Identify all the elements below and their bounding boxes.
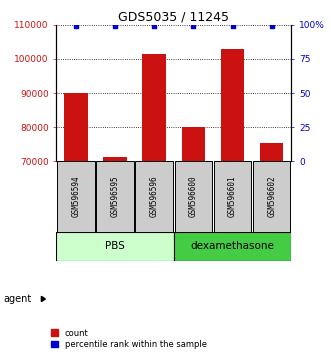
Bar [221, 49, 244, 161]
Title: GDS5035 / 11245: GDS5035 / 11245 [118, 11, 229, 24]
Text: GSM596596: GSM596596 [150, 176, 159, 217]
Legend: count, percentile rank within the sample: count, percentile rank within the sample [51, 328, 208, 350]
Bar [214, 161, 251, 232]
Point [152, 23, 157, 29]
Bar [103, 157, 127, 161]
Text: PBS: PBS [105, 241, 125, 251]
Point [73, 23, 78, 29]
Bar [253, 161, 291, 232]
Text: dexamethasone: dexamethasone [191, 241, 274, 251]
Bar [260, 143, 283, 161]
Bar [57, 161, 95, 232]
Polygon shape [41, 296, 45, 302]
Bar [142, 54, 166, 161]
Point [269, 23, 274, 29]
Point [230, 23, 235, 29]
Text: agent: agent [3, 294, 31, 304]
Bar [135, 161, 173, 232]
Text: GSM596602: GSM596602 [267, 176, 276, 217]
Bar [64, 93, 88, 161]
Bar [174, 232, 291, 261]
Bar [182, 127, 205, 161]
Text: GSM596601: GSM596601 [228, 176, 237, 217]
Point [191, 23, 196, 29]
Text: GSM596600: GSM596600 [189, 176, 198, 217]
Text: GSM596594: GSM596594 [71, 176, 80, 217]
Point [113, 23, 118, 29]
Bar [174, 161, 212, 232]
Text: GSM596595: GSM596595 [111, 176, 119, 217]
Bar [96, 161, 134, 232]
Bar [56, 232, 174, 261]
